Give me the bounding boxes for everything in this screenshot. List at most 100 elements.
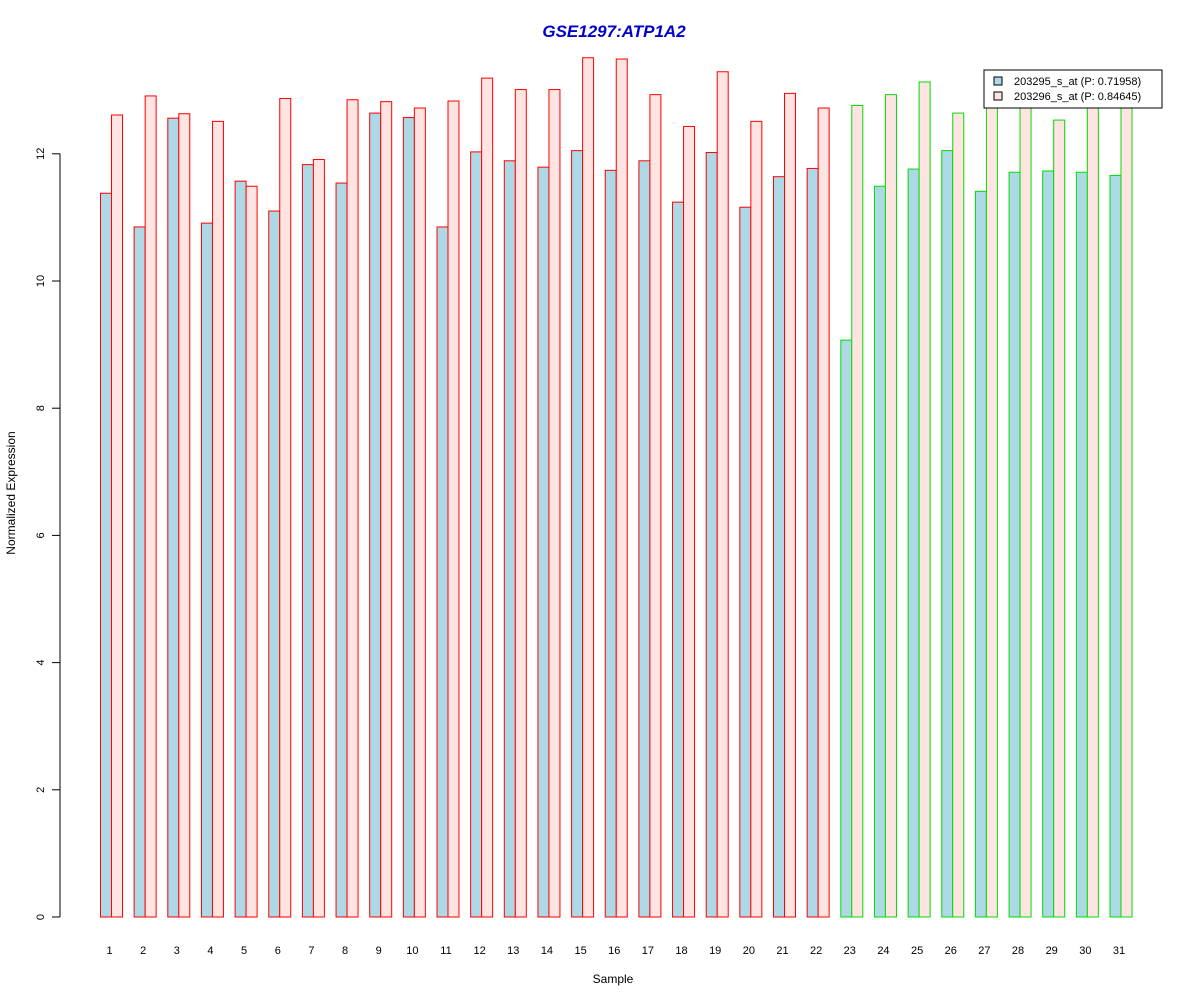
- bar-series-2-sample-3: [178, 113, 191, 918]
- bar-series-2-sample-9: [380, 101, 393, 918]
- bar-series-1-sample-27: [974, 190, 987, 918]
- chart-title: GSE1297:ATP1A2: [542, 22, 686, 41]
- bar-series-2-sample-2: [144, 95, 157, 918]
- y-axis-title: Normalized Expression: [4, 431, 18, 554]
- x-tick-label: 9: [376, 945, 382, 957]
- y-tick-label: 0: [35, 914, 47, 920]
- bar-series-1-sample-29: [1042, 170, 1055, 918]
- bar-series-2-sample-18: [683, 125, 696, 918]
- x-tick-label: 6: [275, 945, 281, 957]
- bar-series-1-sample-5: [234, 180, 247, 918]
- bar-series-1-sample-23: [840, 339, 853, 918]
- bar-series-1-sample-1: [100, 192, 112, 918]
- bar-series-2-sample-1: [111, 114, 123, 918]
- bar-series-1-sample-2: [133, 226, 146, 918]
- bar-series-1-sample-26: [941, 150, 954, 918]
- bar-series-2-sample-17: [649, 94, 662, 918]
- x-axis-title: Sample: [593, 972, 634, 986]
- x-tick-label: 11: [440, 945, 451, 957]
- legend: 203295_s_at (P: 0.71958) 203296_s_at (P:…: [983, 69, 1163, 109]
- x-tick-label: 4: [207, 945, 213, 957]
- bar-series-2-sample-28: [1019, 102, 1032, 918]
- bar-series-1-sample-15: [571, 150, 584, 918]
- bar-series-1-sample-20: [739, 206, 752, 918]
- x-tick-label: 8: [342, 945, 348, 957]
- bar-series-1-sample-9: [369, 112, 382, 918]
- x-tick-label: 22: [810, 945, 822, 957]
- bar-series-1-sample-30: [1075, 171, 1088, 918]
- bar-series-1-sample-14: [537, 166, 550, 918]
- x-tick-label: 25: [911, 945, 923, 957]
- bar-series-2-sample-21: [784, 92, 796, 918]
- y-tick-label: 10: [35, 275, 47, 287]
- bar-series-2-sample-14: [548, 89, 561, 918]
- bar-series-1-sample-8: [335, 182, 348, 918]
- bar-series-2-sample-23: [851, 104, 864, 918]
- x-tick-label: 14: [541, 945, 553, 957]
- legend-swatch-series-2: [993, 91, 1003, 101]
- legend-box: [983, 69, 1163, 109]
- bar-series-2-sample-15: [582, 57, 595, 918]
- x-tick-label: 30: [1079, 945, 1091, 957]
- bar-series-2-sample-8: [346, 99, 359, 918]
- x-tick-label: 3: [174, 945, 180, 957]
- bar-series-2-sample-13: [514, 89, 527, 918]
- x-axis-tick-labels: 1 2 3 4 5 6 7 8 9 10 11 12 13 14 15 16 17 18 19 20 21 22 23 24 2…: [106, 945, 1125, 957]
- bar-series-1-sample-11: [436, 226, 449, 918]
- x-tick-label: 19: [709, 945, 721, 957]
- bar-series-2-sample-22: [817, 107, 830, 918]
- x-tick-label: 27: [978, 945, 990, 957]
- x-tick-label: 21: [776, 945, 788, 957]
- bar-series-1-sample-24: [873, 185, 886, 918]
- bar-series-2-sample-27: [985, 102, 998, 918]
- bar-series-2-sample-31: [1120, 102, 1133, 918]
- bar-series-2-sample-7: [312, 159, 325, 918]
- y-tick-label: 8: [35, 405, 47, 411]
- x-tick-label: 29: [1046, 945, 1058, 957]
- bar-series-1-sample-17: [638, 160, 651, 918]
- bar-series-2-sample-30: [1086, 102, 1099, 918]
- bar-series-2-sample-19: [716, 71, 729, 918]
- bar-series-1-sample-25: [907, 168, 920, 918]
- x-tick-label: 24: [877, 945, 889, 957]
- bar-series-1-sample-31: [1109, 174, 1122, 918]
- bar-series-1-sample-13: [503, 160, 516, 918]
- y-tick-label: 6: [35, 532, 47, 538]
- bar-series-2-sample-29: [1053, 119, 1066, 918]
- bar-series-1-sample-21: [773, 176, 785, 918]
- bar-series-1-sample-16: [604, 169, 617, 918]
- bar-series-2-sample-11: [447, 100, 460, 918]
- y-tick-label: 2: [35, 787, 47, 793]
- legend-swatch-series-1: [993, 76, 1003, 86]
- bar-series-2-sample-25: [918, 81, 931, 918]
- bar-series-2-sample-5: [245, 185, 258, 918]
- x-tick-label: 16: [608, 945, 620, 957]
- x-tick-label: 12: [474, 945, 486, 957]
- legend-label-series-2: 203296_s_at (P: 0.84645): [1014, 91, 1141, 103]
- x-tick-label: 1: [106, 945, 112, 957]
- x-tick-label: 10: [406, 945, 418, 957]
- legend-label-series-1: 203295_s_at (P: 0.71958): [1014, 76, 1141, 88]
- x-tick-label: 7: [308, 945, 314, 957]
- x-tick-label: 15: [574, 945, 586, 957]
- x-tick-label: 31: [1113, 945, 1125, 957]
- x-tick-label: 20: [743, 945, 755, 957]
- x-tick-label: 18: [675, 945, 687, 957]
- x-tick-label: 23: [844, 945, 856, 957]
- y-tick-label: 4: [35, 660, 47, 666]
- bar-series-2-sample-10: [413, 107, 426, 918]
- bar-series-1-sample-12: [470, 151, 483, 918]
- bar-series-2-sample-4: [211, 120, 224, 918]
- bar-series-1-sample-18: [672, 201, 685, 918]
- x-tick-label: 2: [140, 945, 146, 957]
- bar-series-2-sample-20: [750, 120, 763, 918]
- bar-series-2-sample-6: [279, 97, 292, 918]
- bars: [100, 57, 1133, 918]
- y-axis: 0 2 4 6 8 10 12: [35, 148, 61, 920]
- bar-series-2-sample-12: [481, 77, 494, 918]
- x-tick-label: 26: [945, 945, 957, 957]
- bar-series-1-sample-4: [200, 222, 213, 918]
- bar-series-1-sample-22: [806, 167, 819, 918]
- x-tick-label: 17: [642, 945, 654, 957]
